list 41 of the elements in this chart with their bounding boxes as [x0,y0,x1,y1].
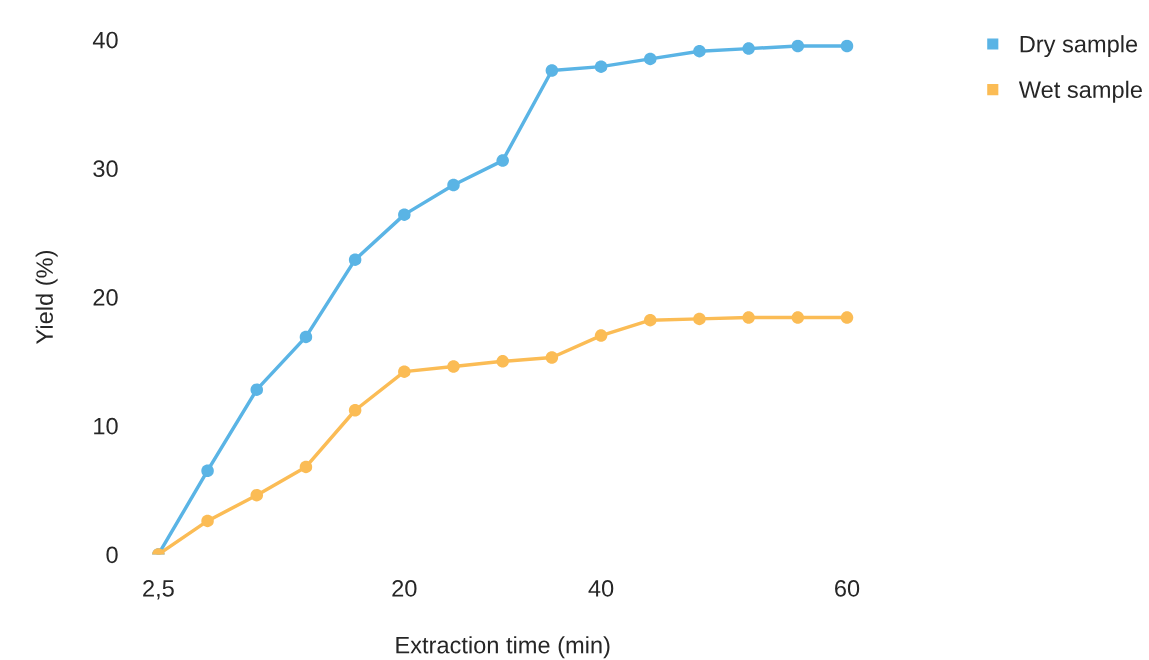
point [447,360,460,373]
point [791,311,805,324]
point [644,313,657,327]
legend-label: Dry sample [1020,35,1138,58]
point [398,208,411,221]
point [545,64,559,77]
point [742,42,755,55]
point [250,383,263,396]
point [299,330,313,344]
y-axis-title: Yield (%) [35,251,58,344]
x-tick-label: 2,5 [143,580,174,600]
point [398,365,411,378]
point [594,329,608,342]
point [250,488,263,502]
point [447,178,460,192]
x-tick-label: 60 [835,580,860,597]
point [693,312,706,326]
x-tick-label: 20 [392,580,417,597]
point [348,253,362,266]
point [791,39,805,53]
point [496,154,509,167]
point [545,351,559,364]
x-tick-label: 40 [588,580,614,597]
point [201,464,214,477]
x-axis-title: Extraction time (min) [396,636,610,659]
y-tick-label: 40 [92,31,118,49]
point [299,460,313,474]
y-tick-label: 10 [94,417,118,435]
point [840,39,854,53]
point [693,44,706,58]
point [201,514,214,528]
y-tick-label: 30 [93,160,118,178]
point [348,404,362,417]
y-tick-label: 20 [93,289,118,306]
point [594,60,608,73]
legend-label: Wet sample [1018,80,1142,103]
point [840,311,854,324]
point [742,311,755,324]
point [644,52,657,66]
point [496,355,509,368]
y-tick-label: 0 [106,546,118,564]
